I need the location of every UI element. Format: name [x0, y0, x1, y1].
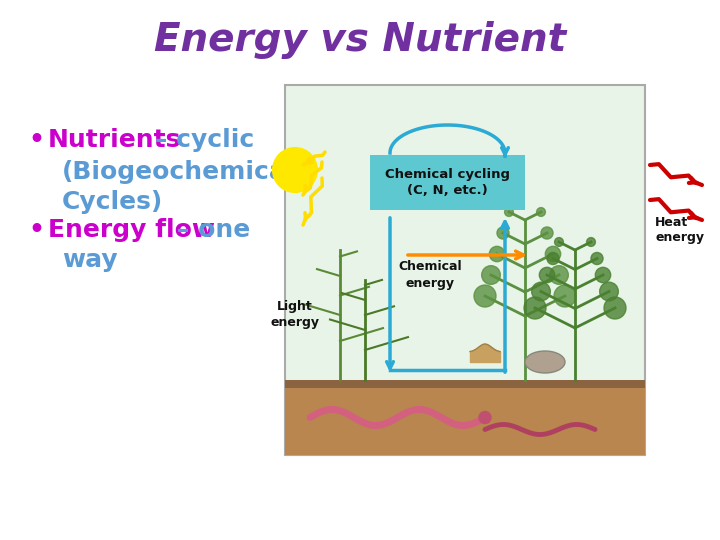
- Bar: [285, 380, 645, 455]
- Circle shape: [273, 148, 317, 192]
- Circle shape: [541, 227, 553, 239]
- Circle shape: [474, 285, 496, 307]
- Text: Chemical
energy: Chemical energy: [398, 260, 462, 289]
- Circle shape: [545, 246, 561, 262]
- Text: way: way: [62, 248, 117, 272]
- Circle shape: [505, 207, 513, 217]
- Text: – one: – one: [168, 218, 251, 242]
- Text: Chemical cycling
(C, N, etc.): Chemical cycling (C, N, etc.): [385, 168, 510, 197]
- Circle shape: [536, 207, 546, 217]
- Circle shape: [595, 267, 611, 283]
- Circle shape: [587, 238, 595, 246]
- Circle shape: [497, 227, 509, 239]
- Circle shape: [539, 267, 554, 283]
- Circle shape: [549, 266, 568, 285]
- Text: Energy flow: Energy flow: [48, 218, 215, 242]
- Text: Nutrients: Nutrients: [48, 128, 181, 152]
- Circle shape: [554, 238, 564, 246]
- Text: (Biogeochemical: (Biogeochemical: [62, 160, 295, 184]
- Circle shape: [479, 411, 491, 423]
- Bar: [285, 380, 645, 388]
- Circle shape: [531, 282, 550, 301]
- Text: – cyclic: – cyclic: [146, 128, 254, 152]
- Bar: [285, 85, 645, 455]
- Text: Heat
energy: Heat energy: [655, 215, 704, 245]
- Circle shape: [604, 297, 626, 319]
- Circle shape: [591, 252, 603, 265]
- Circle shape: [554, 285, 576, 307]
- Ellipse shape: [525, 351, 565, 373]
- Bar: [370, 155, 525, 210]
- Circle shape: [600, 282, 618, 301]
- Text: Cycles): Cycles): [62, 190, 163, 214]
- Text: Energy vs Nutrient: Energy vs Nutrient: [154, 21, 566, 59]
- Circle shape: [490, 246, 505, 262]
- Text: •: •: [28, 128, 44, 152]
- Text: Light
energy: Light energy: [271, 300, 320, 329]
- Circle shape: [482, 266, 500, 285]
- Circle shape: [547, 252, 559, 265]
- Circle shape: [524, 297, 546, 319]
- Text: •: •: [28, 218, 44, 242]
